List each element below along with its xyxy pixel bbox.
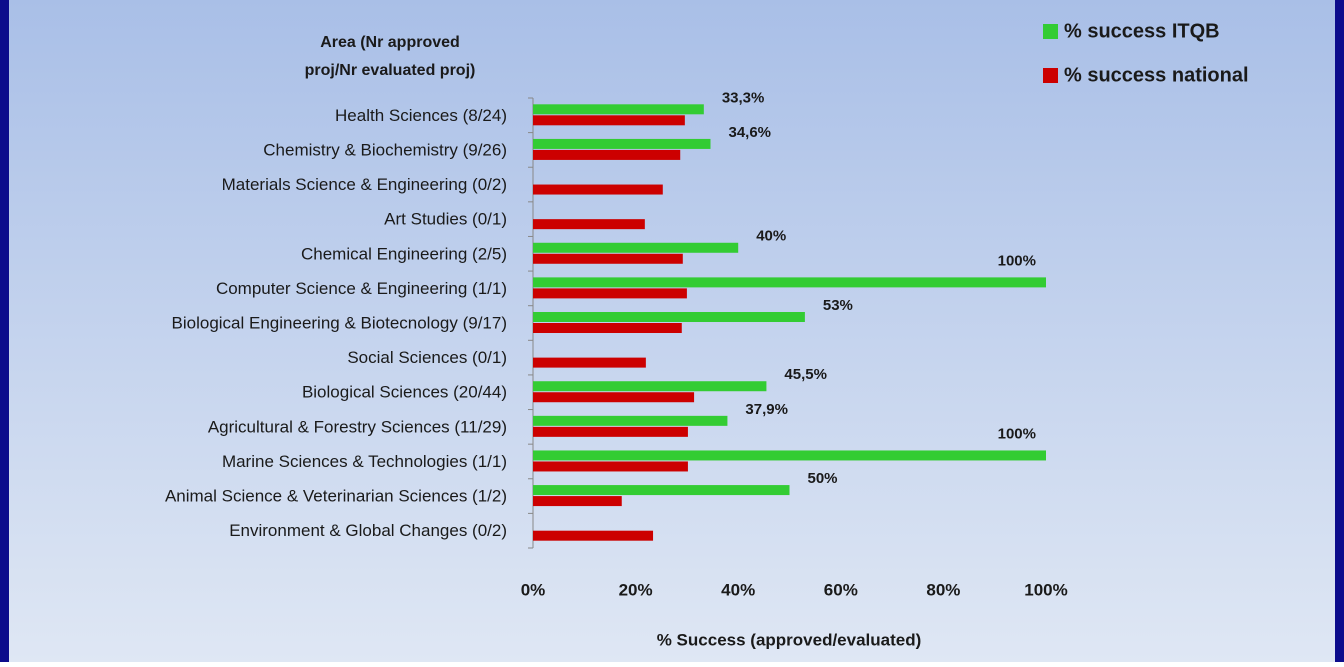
data-label: 100% bbox=[998, 425, 1036, 442]
x-tick-label: 0% bbox=[521, 580, 546, 599]
x-tick-label: 20% bbox=[619, 580, 653, 599]
y-tick-label: Environment & Global Changes (0/2) bbox=[229, 521, 507, 540]
x-tick-label: 80% bbox=[926, 580, 960, 599]
y-tick-label: Animal Science & Veterinarian Sciences (… bbox=[165, 487, 507, 506]
bar bbox=[533, 496, 622, 507]
border-left bbox=[0, 0, 9, 662]
bar bbox=[533, 104, 704, 115]
bar bbox=[533, 138, 711, 149]
data-label: 37,9% bbox=[745, 401, 788, 418]
legend-swatch bbox=[1043, 68, 1058, 83]
x-tick-label: 40% bbox=[721, 580, 755, 599]
y-tick-label: Biological Engineering & Biotecnology (9… bbox=[172, 313, 507, 332]
y-tick-label: Chemical Engineering (2/5) bbox=[301, 244, 507, 263]
x-axis-label: % Success (approved/evaluated) bbox=[657, 630, 922, 649]
legend-label: % success national bbox=[1064, 64, 1249, 86]
bar bbox=[533, 426, 688, 437]
bar bbox=[533, 242, 739, 253]
bar bbox=[533, 219, 645, 230]
y-tick-label: Social Sciences (0/1) bbox=[347, 348, 507, 367]
bar bbox=[533, 381, 767, 392]
data-label: 45,5% bbox=[784, 366, 827, 383]
bar bbox=[533, 149, 681, 160]
bar bbox=[533, 253, 683, 264]
bar bbox=[533, 530, 654, 541]
border-right bbox=[1335, 0, 1344, 662]
data-label: 50% bbox=[808, 470, 838, 487]
bar bbox=[533, 288, 687, 299]
y-tick-label: Biological Sciences (20/44) bbox=[302, 383, 507, 402]
y-axis-label: Area (Nr approved bbox=[320, 34, 460, 51]
y-tick-label: Art Studies (0/1) bbox=[384, 210, 507, 229]
bar bbox=[533, 184, 663, 195]
x-tick-label: 100% bbox=[1024, 580, 1067, 599]
data-label: 33,3% bbox=[722, 89, 765, 106]
legend-swatch bbox=[1043, 24, 1058, 39]
x-tick-label: 60% bbox=[824, 580, 858, 599]
y-tick-label: Agricultural & Forestry Sciences (11/29) bbox=[208, 417, 507, 436]
bar bbox=[533, 357, 646, 368]
y-tick-label: Marine Sciences & Technologies (1/1) bbox=[222, 452, 507, 471]
y-tick-label: Health Sciences (8/24) bbox=[335, 106, 507, 125]
data-label: 40% bbox=[756, 228, 786, 245]
bar bbox=[533, 450, 1046, 461]
y-tick-label: Materials Science & Engineering (0/2) bbox=[222, 175, 507, 194]
legend-label: % success ITQB bbox=[1064, 20, 1220, 42]
y-axis-label: proj/Nr evaluated proj) bbox=[305, 62, 476, 79]
bar bbox=[533, 415, 728, 426]
data-label: 100% bbox=[998, 252, 1036, 269]
bar bbox=[533, 115, 685, 126]
data-label: 34,6% bbox=[728, 124, 771, 141]
bar bbox=[533, 461, 688, 472]
bar bbox=[533, 312, 805, 322]
bar bbox=[533, 277, 1046, 288]
bar bbox=[533, 392, 695, 403]
data-label: 53% bbox=[823, 297, 853, 314]
bar bbox=[533, 323, 682, 333]
y-tick-label: Chemistry & Biochemistry (9/26) bbox=[263, 140, 507, 159]
y-tick-label: Computer Science & Engineering (1/1) bbox=[216, 279, 507, 298]
bar bbox=[533, 485, 790, 496]
